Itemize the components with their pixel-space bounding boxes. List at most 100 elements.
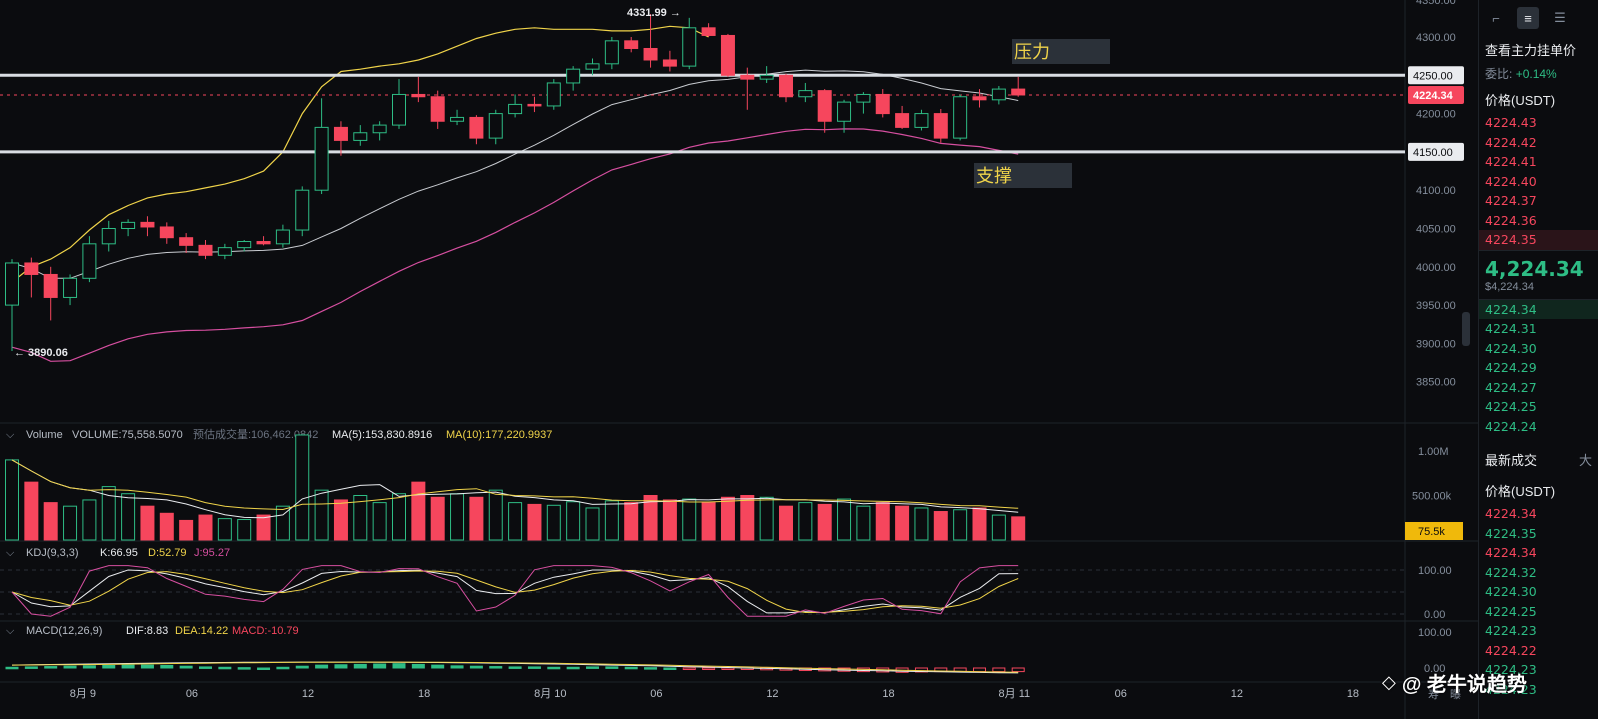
bid-row[interactable]: 4224.24 (1485, 418, 1537, 434)
kdj-j: J:95.27 (194, 547, 230, 559)
macd-hist-bar (237, 667, 251, 670)
bid-row[interactable]: 4224.29 (1485, 360, 1537, 375)
layout-split-icon[interactable]: ≡ (1517, 7, 1539, 29)
price-axis-label: 4350.00 (1416, 0, 1456, 7)
volume-ma10-line (11, 459, 1019, 511)
volume-bar (682, 498, 697, 541)
macd-hist-bar (566, 666, 580, 670)
trade-row: 4224.35 (1485, 525, 1537, 541)
macd-hist-bar (392, 663, 406, 669)
volume-bar (411, 481, 426, 541)
candle-body (798, 90, 813, 98)
candle-body (372, 124, 387, 134)
volume-value: VOLUME:75,558.5070 (72, 429, 183, 441)
support-label: 支撑 (976, 166, 1012, 186)
volume-bar (101, 486, 116, 541)
candle-body (624, 40, 639, 49)
ma-middle-line (11, 69, 1019, 279)
bid-row[interactable]: 4224.27 (1485, 379, 1537, 395)
macd-hist-bar (140, 664, 154, 669)
time-axis-label: 12 (1231, 688, 1243, 700)
candle-body (953, 96, 968, 139)
price-header: 价格(USDT) (1485, 93, 1556, 108)
volume-bar (140, 505, 155, 541)
time-axis-label: 18 (1347, 688, 1359, 700)
macd-hist-bar (586, 666, 599, 669)
macd-hist-bar (199, 666, 212, 669)
volume-bar (604, 500, 619, 541)
kdj-k: K:66.95 (100, 547, 138, 559)
macd-hist-bar (489, 666, 503, 669)
trades-price-header: 价格(USDT) (1485, 484, 1556, 499)
kdj-d: D:52.79 (148, 547, 187, 559)
macd-hist-bar (218, 666, 232, 670)
volume-bar (82, 499, 97, 541)
volume-bar (217, 518, 232, 541)
last-price-block: 4,224.34 $4,224.34 (1479, 249, 1598, 300)
time-axis-label: 8月 9 (70, 688, 96, 700)
layout-both-icon[interactable]: ⌐ (1492, 10, 1500, 26)
resistance-label: 压力 (1014, 42, 1050, 62)
ask-row[interactable]: 4224.35 (1479, 230, 1598, 250)
kdj-axis-label: 0.00 (1424, 609, 1445, 621)
macd-axis-label: 0.00 (1424, 663, 1445, 675)
ask-row[interactable]: 4224.40 (1485, 173, 1537, 189)
volume-bar (875, 502, 890, 541)
volume-bar (837, 498, 852, 541)
volume-bar (488, 489, 503, 541)
volume-badge: 75.5k (1418, 526, 1445, 538)
ratio-value: +0.14% (1515, 67, 1557, 81)
watermark-text: @ 老牛说趋势 (1401, 674, 1527, 696)
volume-bar (314, 489, 329, 541)
kdj-axis-label: 100.00 (1418, 565, 1452, 577)
macd-hist-bar (992, 667, 1006, 673)
price-axis-label: 4200.00 (1416, 109, 1456, 121)
candle-body (875, 93, 890, 115)
candle-body (682, 27, 697, 67)
candle-body (759, 74, 774, 80)
macd-hist-bar (431, 664, 445, 669)
ask-row[interactable]: 4224.37 (1485, 193, 1537, 208)
bid-row[interactable]: 4224.30 (1485, 340, 1537, 356)
volume-bar (817, 503, 832, 541)
ask-row[interactable]: 4224.43 (1485, 115, 1537, 130)
tab-latest-trades[interactable]: 最新成交 (1485, 453, 1538, 468)
time-axis-label: 8月 11 (999, 688, 1031, 700)
panel-resize-handle[interactable] (1462, 312, 1470, 346)
layout-list-icon[interactable]: ☰ (1554, 10, 1566, 25)
volume-badge-box (1405, 522, 1463, 540)
ask-row[interactable]: 4224.41 (1485, 154, 1537, 169)
candle-body (972, 96, 987, 101)
bid-row[interactable]: 4224.25 (1485, 399, 1537, 414)
volume-bar (546, 504, 561, 541)
candle-body (140, 221, 155, 228)
main-orders-link[interactable]: 查看主力挂单价 (1485, 43, 1577, 58)
ask-row[interactable]: 4224.42 (1485, 134, 1537, 150)
high-price-label: 4331.99 → (627, 7, 681, 19)
candle-body (275, 229, 290, 245)
bid-row[interactable]: 4224.31 (1485, 321, 1537, 336)
corner-label: 曝 (1450, 688, 1461, 701)
macd-hist-bar (24, 666, 38, 669)
candle-body (411, 93, 426, 98)
candle-body (469, 116, 484, 139)
ask-row[interactable]: 4224.36 (1485, 212, 1537, 228)
watermark-logo-icon: ◇ (1382, 672, 1396, 692)
time-axis-label: 06 (1115, 688, 1127, 700)
bid-row[interactable]: 4224.34 (1479, 299, 1598, 319)
volume-bar (392, 493, 406, 541)
volume-ma5-line (11, 459, 1019, 519)
volume-bar (566, 501, 581, 541)
volume-bar (991, 514, 1006, 541)
candle-body (353, 132, 368, 141)
tab-large-trades[interactable]: 大 (1578, 453, 1592, 468)
candle-body (43, 273, 58, 298)
candle-body (585, 63, 600, 70)
candle-body (392, 93, 406, 126)
candle-body (314, 126, 329, 191)
time-axis-label: 18 (418, 688, 430, 700)
volume-bar (63, 505, 78, 541)
volume-bar (275, 505, 290, 541)
candle-body (779, 74, 793, 98)
chart-area[interactable]: 4350.00 3850.00 3900.00 3950.00 4000.00 4050.… (0, 0, 1478, 719)
